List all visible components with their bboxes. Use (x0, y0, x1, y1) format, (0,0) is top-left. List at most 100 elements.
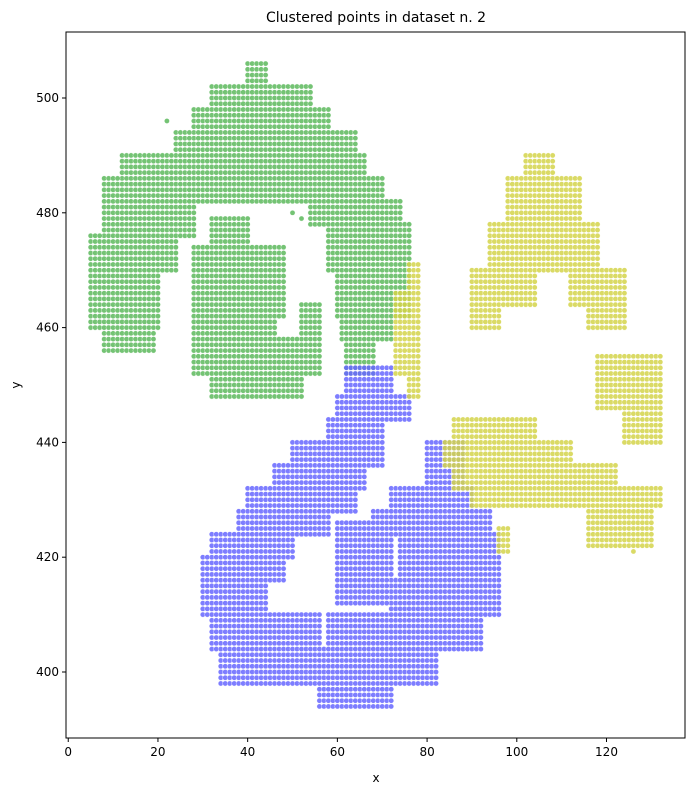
data-point (316, 617, 323, 624)
data-point (388, 542, 395, 549)
data-point (406, 232, 412, 239)
data-point (155, 284, 161, 291)
data-point (352, 146, 359, 153)
data-point (361, 468, 368, 474)
data-point (262, 72, 269, 78)
data-point (388, 382, 395, 388)
data-point (316, 359, 323, 365)
data-point (415, 273, 421, 279)
data-point (383, 577, 390, 583)
data-point (155, 313, 161, 319)
data-point (388, 703, 395, 710)
data-point (244, 227, 251, 233)
data-point (379, 433, 386, 440)
data-point (415, 290, 421, 296)
data-point (307, 95, 314, 101)
data-point (316, 634, 323, 641)
data-point (240, 508, 246, 515)
data-point (361, 485, 368, 492)
data-point (388, 571, 395, 578)
data-point (388, 376, 395, 383)
data-point (397, 215, 403, 222)
data-point (280, 313, 287, 319)
data-point (433, 663, 439, 670)
data-point (379, 445, 386, 451)
data-point (379, 462, 386, 469)
data-point (379, 181, 386, 187)
data-point (325, 531, 332, 538)
data-point (191, 232, 197, 239)
data-point (280, 261, 287, 268)
data-point (191, 221, 197, 228)
data-point (406, 255, 412, 262)
data-point (173, 267, 179, 274)
data-point (487, 508, 493, 515)
data-point (478, 617, 484, 624)
data-point (478, 623, 484, 629)
data-point (496, 560, 502, 566)
data-point (383, 600, 390, 606)
data-point (388, 686, 395, 693)
data-point (433, 651, 439, 658)
data-point (262, 60, 269, 67)
data-point (388, 548, 395, 555)
data-point (316, 319, 323, 325)
data-point (280, 307, 287, 314)
data-point (415, 307, 421, 314)
data-point (240, 83, 246, 90)
data-point (155, 301, 161, 308)
data-point (388, 537, 395, 543)
data-point (361, 474, 368, 480)
data-point (289, 537, 296, 543)
data-point (280, 577, 287, 583)
data-point (415, 267, 421, 274)
data-point (280, 284, 287, 291)
data-point (496, 611, 502, 618)
data-point (262, 600, 269, 606)
data-point (155, 290, 161, 296)
data-point (155, 307, 161, 314)
data-point (289, 542, 296, 549)
data-point (383, 588, 390, 595)
data-point (415, 330, 421, 337)
data-point (352, 141, 359, 147)
data-point (397, 198, 403, 205)
data-point (415, 324, 421, 331)
data-point (294, 336, 300, 342)
data-point (325, 514, 332, 520)
data-point (280, 244, 287, 251)
data-point (271, 330, 278, 337)
data-point (339, 393, 345, 400)
data-point (316, 623, 323, 629)
data-point (496, 554, 502, 561)
data-point (415, 301, 421, 308)
data-point (415, 370, 421, 377)
data-point (478, 640, 484, 647)
data-point (164, 118, 170, 124)
data-point (406, 416, 412, 423)
data-point (406, 399, 412, 406)
data-point (316, 353, 323, 360)
data-point (316, 336, 323, 342)
data-point (173, 255, 179, 262)
data-point (204, 244, 211, 251)
data-point (379, 451, 386, 457)
data-point (406, 221, 412, 228)
data-point (155, 319, 161, 325)
data-point (496, 594, 502, 601)
data-point (415, 382, 421, 388)
data-point (325, 106, 332, 113)
data-point (316, 330, 323, 337)
data-point (379, 187, 386, 193)
data-point (173, 250, 179, 256)
data-point (150, 330, 157, 337)
data-point (370, 342, 377, 348)
data-point (244, 215, 251, 222)
data-point (168, 152, 175, 159)
data-point (433, 657, 439, 664)
data-point (496, 571, 502, 578)
data-point (415, 319, 421, 325)
data-point (379, 175, 386, 182)
data-point (298, 393, 305, 400)
